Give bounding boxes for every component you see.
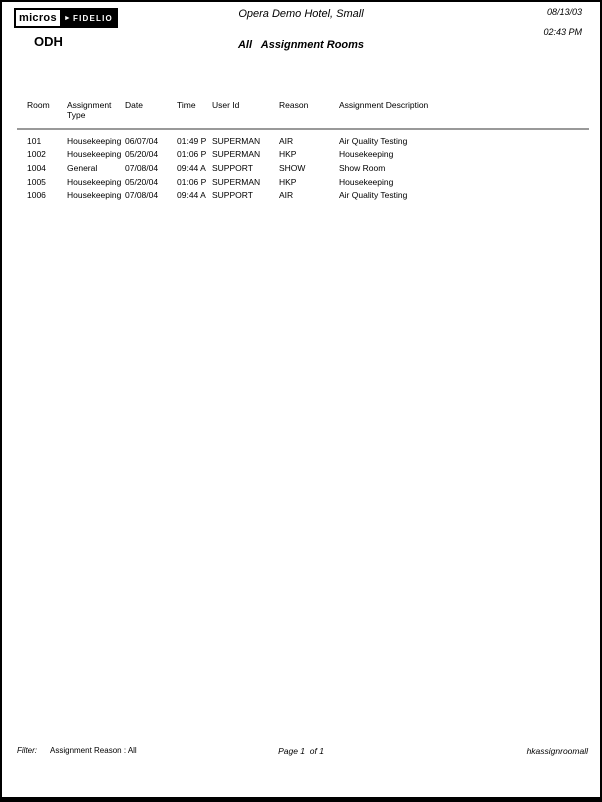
table-cell: SUPERMAN bbox=[212, 135, 261, 146]
table-cell: 01:49 P bbox=[177, 135, 207, 146]
micros-fidelio-logo: micros ► FIDELIO bbox=[14, 8, 118, 28]
table-cell: SUPERMAN bbox=[212, 176, 261, 187]
table-cell: 101 bbox=[27, 135, 42, 146]
table-cell: 01:06 P bbox=[177, 149, 207, 160]
column-header-assignment-description: Assignment Description bbox=[339, 100, 429, 110]
page-indicator: Page 1 of 1 bbox=[278, 746, 324, 756]
filter-label: Filter: bbox=[17, 746, 37, 755]
table-cell: 01:06 P bbox=[177, 176, 207, 187]
hotel-name: Opera Demo Hotel, Small bbox=[238, 8, 364, 20]
table-cell: SUPPORT bbox=[212, 162, 253, 173]
filter-value: Assignment Reason : All bbox=[50, 746, 137, 755]
table-header-row: Room Assignment Type Date Time User Id R… bbox=[27, 100, 587, 120]
table-row: 101 Housekeeping 06/07/04 01:49 P SUPERMAN AI… bbox=[27, 134, 587, 148]
table-cell: 1002 bbox=[27, 149, 46, 160]
table-cell: Housekeeping bbox=[339, 176, 394, 187]
micros-logo-text: micros bbox=[14, 8, 62, 28]
fidelio-logo-text: FIDELIO bbox=[73, 13, 113, 23]
table-cell: 09:44 A bbox=[177, 190, 206, 201]
table-row: 1004 General 07/08/04 09:44 A SUPPORT SHOW Sho… bbox=[27, 161, 587, 175]
table-cell: Air Quality Testing bbox=[339, 135, 408, 146]
table-cell: General bbox=[67, 162, 98, 173]
table-rows: 101 Housekeeping 06/07/04 01:49 P SUPERMAN AI… bbox=[27, 134, 587, 202]
column-header-user-id: User Id bbox=[212, 100, 240, 110]
table-row: 1002 Housekeeping 05/20/04 01:06 P SUPERMAN H… bbox=[27, 148, 587, 162]
table-cell: HKP bbox=[279, 176, 297, 187]
table-cell: 1004 bbox=[27, 162, 46, 173]
table-cell: 07/08/04 bbox=[125, 190, 159, 201]
table-cell: Air Quality Testing bbox=[339, 190, 408, 201]
table-cell: Housekeeping bbox=[339, 149, 394, 160]
table-row: 1005 Housekeeping 05/20/04 01:06 P SUPERMAN H… bbox=[27, 175, 587, 189]
column-header-room: Room bbox=[27, 100, 50, 110]
table-cell: SUPPORT bbox=[212, 190, 253, 201]
table-cell: Housekeeping bbox=[67, 149, 122, 160]
table-cell: 06/07/04 bbox=[125, 135, 159, 146]
arrow-right-icon: ► bbox=[63, 14, 73, 22]
column-header-time: Time bbox=[177, 100, 196, 110]
table-cell: SHOW bbox=[279, 162, 306, 173]
table-cell: Housekeeping bbox=[67, 176, 122, 187]
table-cell: 09:44 A bbox=[177, 162, 206, 173]
property-code: ODH bbox=[34, 34, 63, 49]
fidelio-logo-box: ► FIDELIO bbox=[61, 8, 118, 28]
table-cell: 05/20/04 bbox=[125, 176, 159, 187]
table-cell: 1006 bbox=[27, 190, 46, 201]
print-date: 08/13/03 bbox=[546, 7, 582, 17]
table-cell: Housekeeping bbox=[67, 190, 122, 201]
print-time: 02:43 PM bbox=[543, 27, 582, 37]
column-header-reason: Reason bbox=[279, 100, 309, 110]
table-cell: Show Room bbox=[339, 162, 386, 173]
table-cell: 05/20/04 bbox=[125, 149, 159, 160]
column-header-date: Date bbox=[125, 100, 143, 110]
table-row: 1006 Housekeeping 07/08/04 09:44 A SUPPORT AI… bbox=[27, 188, 587, 202]
table-cell: AIR bbox=[279, 135, 294, 146]
table-cell: HKP bbox=[279, 149, 297, 160]
table-cell: Housekeeping bbox=[67, 135, 122, 146]
table-cell: AIR bbox=[279, 190, 294, 201]
table-cell: 07/08/04 bbox=[125, 162, 159, 173]
column-header-assignment-type: Assignment Type bbox=[67, 100, 112, 120]
header-separator-line bbox=[17, 128, 589, 130]
report-title: All Assignment Rooms bbox=[237, 39, 365, 51]
table-cell: SUPERMAN bbox=[212, 149, 261, 160]
table-cell: 1005 bbox=[27, 176, 46, 187]
report-file-name: hkassignroomall bbox=[526, 746, 588, 756]
